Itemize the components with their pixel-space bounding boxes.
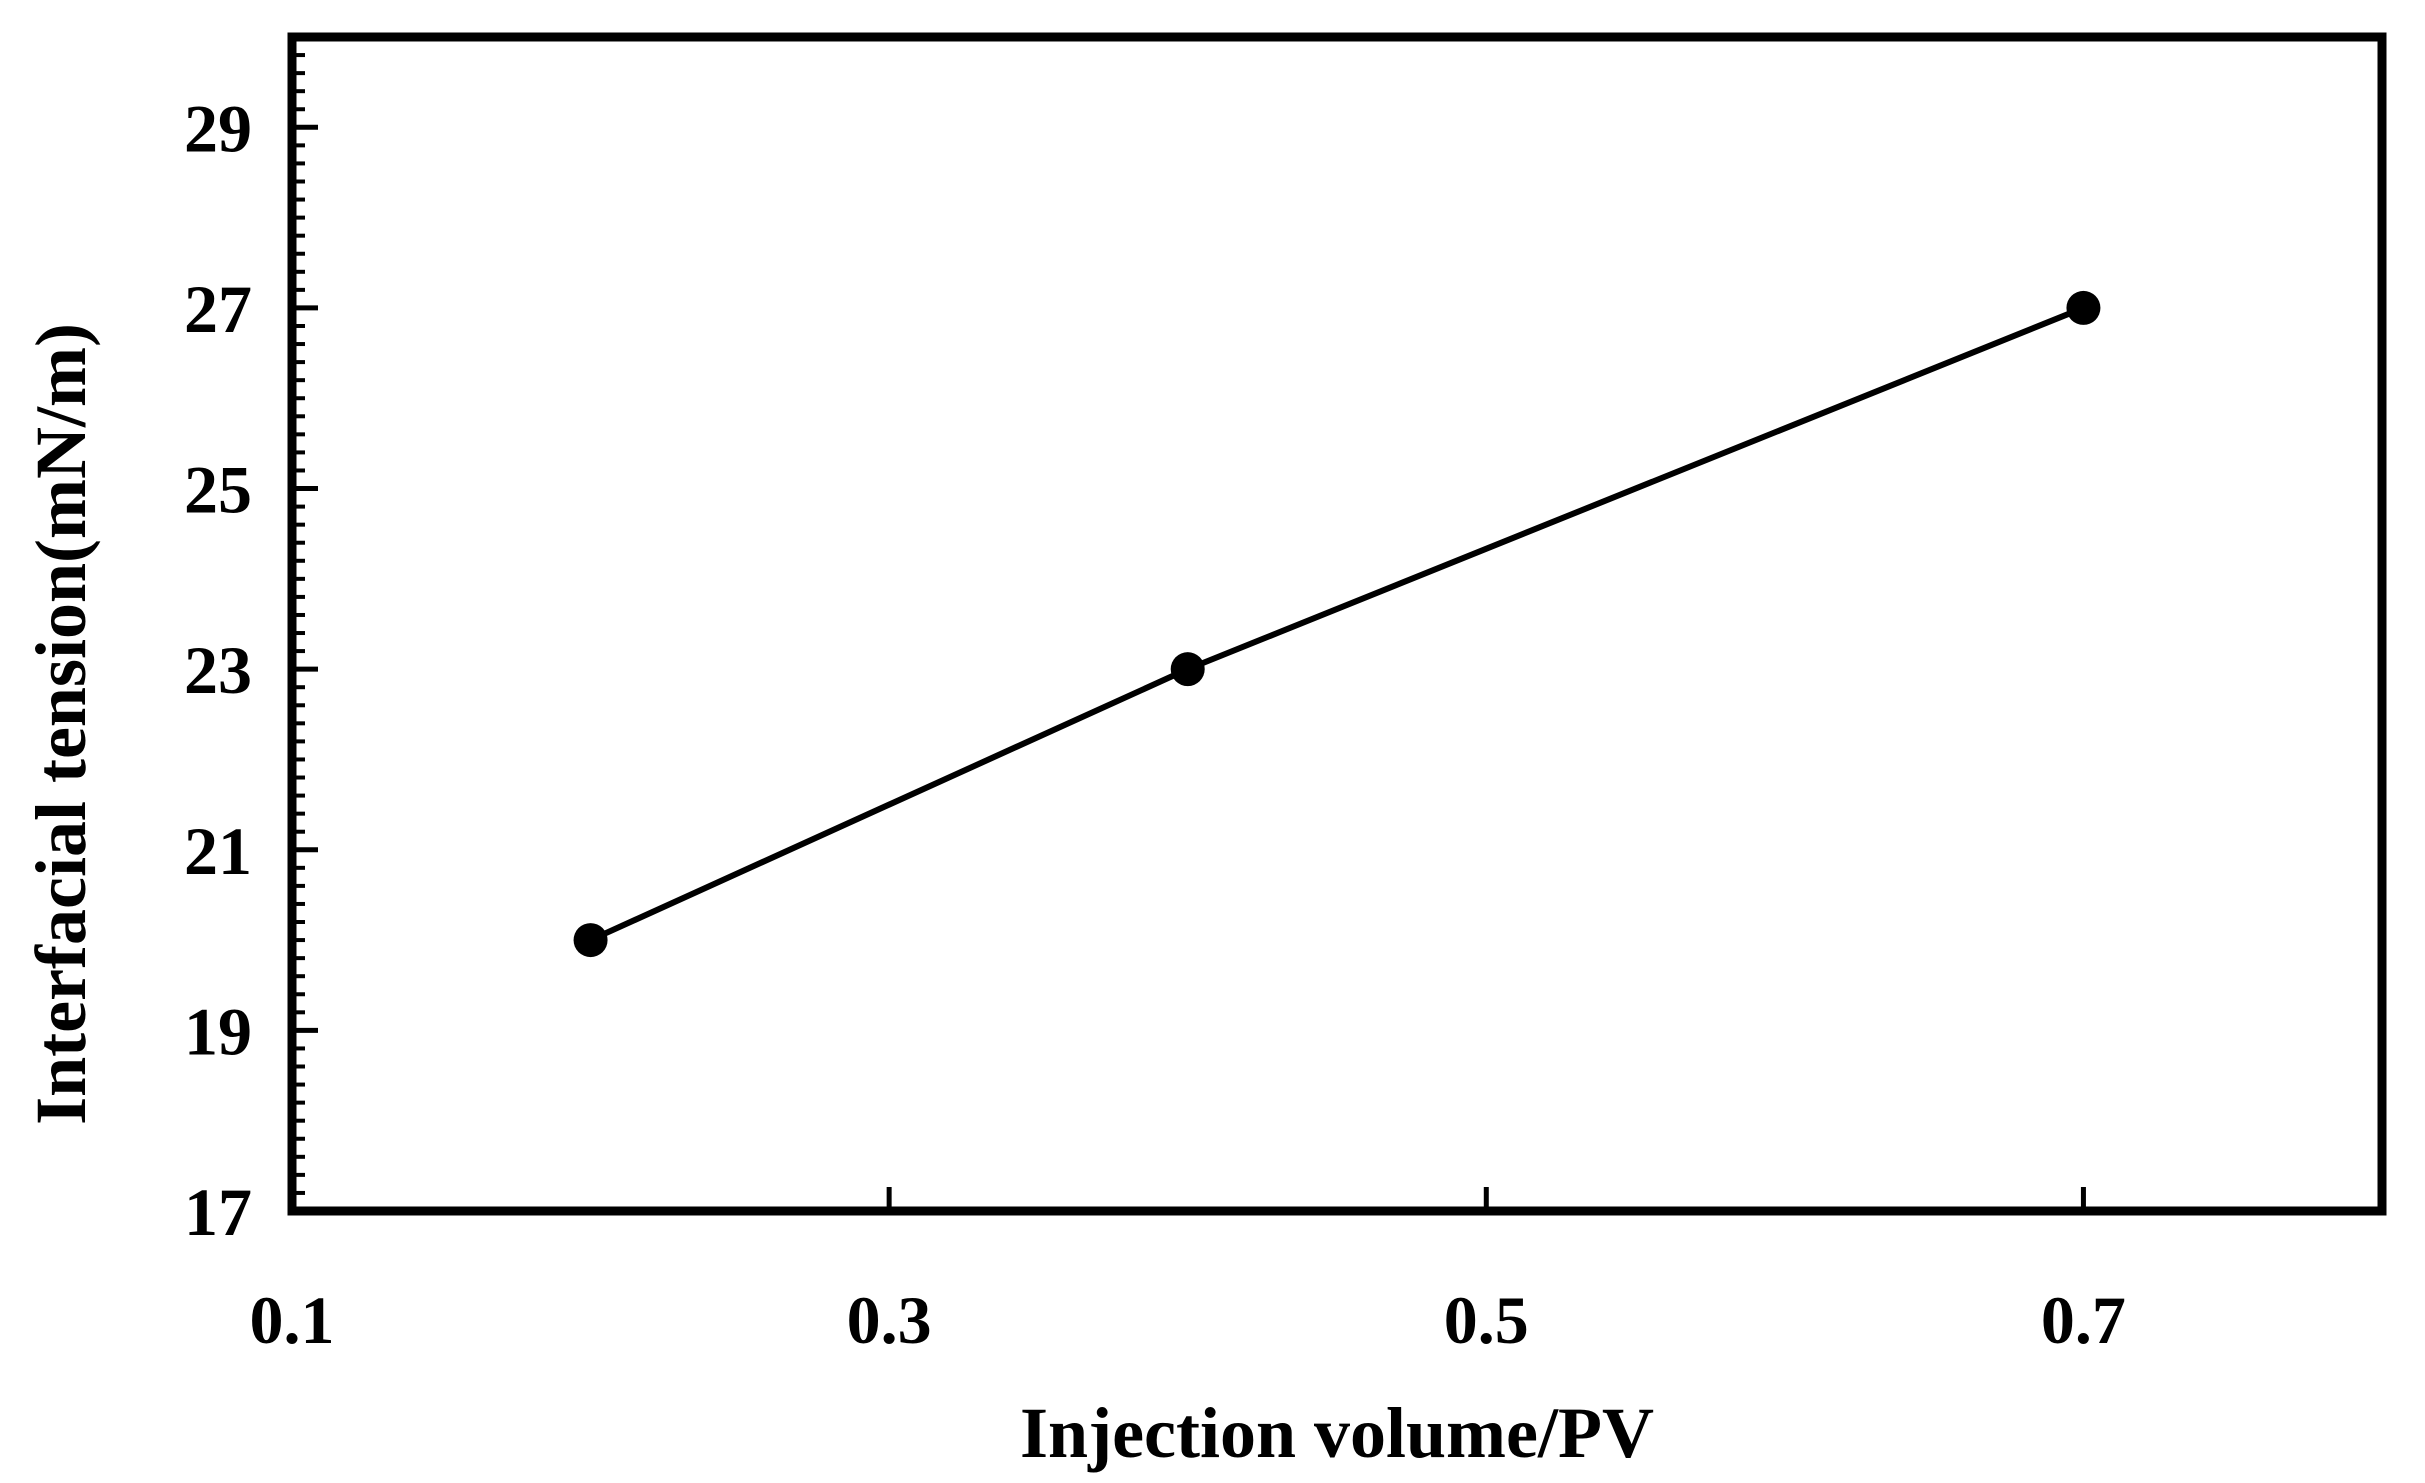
y-tick-label: 19 bbox=[184, 993, 252, 1069]
y-tick-label: 29 bbox=[184, 90, 252, 166]
data-point-marker bbox=[2066, 290, 2101, 325]
x-tick-label: 0.1 bbox=[250, 1282, 335, 1358]
y-tick-label: 27 bbox=[184, 271, 252, 347]
y-tick-label: 25 bbox=[184, 452, 252, 528]
y-tick-label: 17 bbox=[184, 1174, 252, 1250]
y-tick-labels: 17 19 21 23 25 27 29 bbox=[184, 90, 252, 1250]
plot-frame bbox=[287, 32, 2387, 1216]
data-point-marker bbox=[573, 923, 608, 958]
data-point-marker bbox=[1170, 652, 1205, 687]
x-tick-label: 0.3 bbox=[847, 1282, 932, 1358]
series-layer bbox=[573, 290, 2101, 958]
x-tick-label: 0.7 bbox=[2041, 1282, 2126, 1358]
y-tick-label: 21 bbox=[184, 813, 252, 889]
y-tick-label: 23 bbox=[184, 632, 252, 708]
x-tick-label: 0.5 bbox=[1444, 1282, 1529, 1358]
x-axis-title: Injection volume/PV bbox=[1020, 1393, 1654, 1473]
y-axis-title: Interfacial tension(mN/m) bbox=[21, 323, 101, 1125]
x-tick-labels: 0.1 0.3 0.5 0.7 bbox=[250, 1282, 2126, 1358]
